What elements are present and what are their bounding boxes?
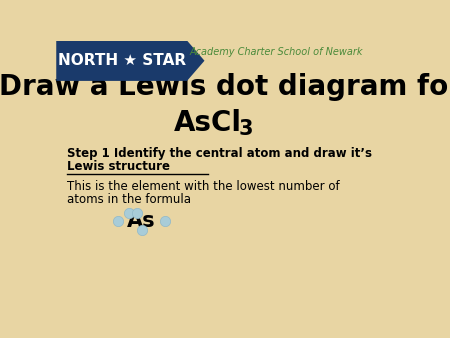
- Text: AsCl: AsCl: [174, 108, 242, 137]
- Text: Step 1 Identify the central atom and draw it’s: Step 1 Identify the central atom and dra…: [67, 147, 372, 160]
- Point: [115, 219, 122, 224]
- Point: [162, 219, 169, 224]
- Point: [138, 227, 145, 233]
- Point: [125, 210, 132, 216]
- Polygon shape: [56, 41, 204, 81]
- Text: 3: 3: [238, 119, 253, 139]
- Text: Academy Charter School of Newark: Academy Charter School of Newark: [189, 47, 363, 57]
- Text: Lewis structure: Lewis structure: [67, 160, 170, 173]
- Text: This is the element with the lowest number of: This is the element with the lowest numb…: [67, 180, 339, 193]
- Point: [134, 210, 141, 216]
- Text: atoms in the formula: atoms in the formula: [67, 193, 191, 206]
- Text: Draw a Lewis dot diagram for: Draw a Lewis dot diagram for: [0, 73, 450, 101]
- Text: NORTH ★ STAR: NORTH ★ STAR: [58, 53, 187, 68]
- Text: As: As: [127, 212, 156, 232]
